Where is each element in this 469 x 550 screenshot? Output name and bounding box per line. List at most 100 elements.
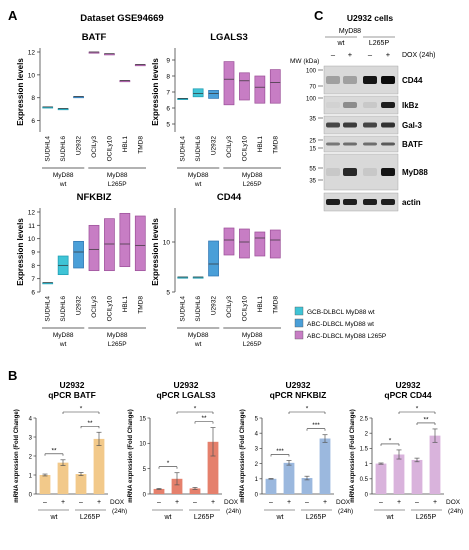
group-label-wt: wt — [194, 341, 202, 348]
dox-sign: – — [331, 50, 336, 59]
chart-title-line: U2932 — [59, 380, 84, 390]
y-tick-label: 2 — [255, 462, 259, 468]
chart-title-line: qPCR CD44 — [384, 390, 432, 400]
blot-title: U2932 cells — [347, 13, 394, 23]
mw-mark: 35 — [309, 179, 316, 185]
dox-sign: + — [433, 499, 437, 506]
box-hbl1 — [254, 231, 266, 257]
group-label-myd88: MyD88 — [107, 332, 128, 339]
group-label-myd88: MyD88 — [53, 332, 74, 339]
category-label: U2932 — [211, 136, 218, 156]
band-label: IkBz — [402, 101, 418, 110]
dox-label: DOX — [110, 499, 125, 506]
box-tmd8 — [269, 69, 281, 104]
category-label: HBL1 — [257, 136, 264, 153]
y-tick-label: 2.5 — [360, 416, 369, 422]
dox-sign: + — [323, 499, 327, 506]
dox-sign: + — [348, 50, 353, 59]
category-label: SUDHL6 — [60, 296, 67, 322]
blot-band — [326, 76, 340, 84]
y-tick-label: 0.5 — [360, 477, 369, 483]
y-tick-label: 5 — [166, 122, 170, 129]
panel-c-letter: C — [314, 8, 324, 23]
category-label: SUDHL4 — [180, 136, 187, 162]
blot-band — [343, 76, 357, 84]
box-sudhl6 — [192, 88, 204, 98]
blot-band — [343, 142, 357, 146]
category-label: SUDHL6 — [195, 136, 202, 162]
group-label-myd88: MyD88 — [242, 172, 263, 179]
box-ocily10 — [239, 228, 250, 259]
sig-label: * — [194, 406, 197, 413]
y-tick-label: 9 — [31, 250, 35, 257]
blot-band — [363, 168, 377, 176]
blot-band — [363, 102, 377, 108]
box-tmd8 — [134, 215, 146, 272]
bar — [39, 475, 51, 494]
category-label: U2932 — [76, 136, 83, 156]
category-label: OCILy3 — [226, 136, 233, 158]
category-label: OCILy10 — [241, 296, 248, 322]
group-label-myd88: MyD88 — [188, 332, 209, 339]
mw-mark: 55 — [309, 167, 316, 173]
y-tick-label: 2 — [29, 454, 33, 460]
y-tick-label: 3 — [29, 435, 33, 441]
dox-label: DOX — [336, 499, 351, 506]
blot-membrane — [323, 192, 399, 212]
dox-sign: + — [397, 499, 401, 506]
category-label: OCILy10 — [106, 136, 113, 162]
group-label-wt: wt — [59, 341, 67, 348]
sig-label: ** — [87, 420, 93, 427]
band-label: MyD88 — [402, 168, 428, 177]
bar — [393, 454, 405, 494]
blot-band — [381, 102, 395, 108]
group-label-wt: wt — [50, 514, 58, 521]
box-u2932 — [208, 240, 219, 277]
dox-sub-label: (24h) — [338, 508, 353, 515]
box-hbl1 — [119, 212, 131, 268]
myd88-label: MyD88 — [339, 28, 361, 35]
y-tick-label: 0 — [29, 492, 33, 498]
category-label: HBL1 — [257, 296, 264, 313]
blot-strip: MyD88 — [323, 153, 428, 191]
y-tick-label: 4 — [255, 432, 259, 438]
y-tick-label: 1 — [29, 473, 33, 479]
y-axis-label: mRNA expression (Fold Change) — [14, 409, 20, 502]
category-label: OCILy10 — [106, 296, 113, 322]
group-label-myd88: MyD88 — [242, 332, 263, 339]
y-tick-label: 0 — [143, 492, 147, 498]
dox-sub-label: (24h) — [448, 508, 463, 515]
group-label-wt: wt — [276, 514, 284, 521]
bar — [429, 435, 441, 494]
box-ocily3 — [88, 224, 100, 272]
blot-membrane — [323, 95, 399, 115]
y-tick-label: 6 — [31, 290, 35, 297]
sig-label: * — [167, 460, 170, 467]
y-tick-label: 6 — [31, 118, 35, 125]
sig-label: *** — [312, 422, 320, 429]
dox-sign: + — [175, 499, 179, 506]
y-tick-label: 8 — [166, 74, 170, 81]
dox-sign: + — [386, 50, 391, 59]
chart-title-line: qPCR LGALS3 — [156, 390, 215, 400]
blot-band — [326, 122, 340, 128]
dataset-title: Dataset GSE94669 — [80, 13, 163, 24]
category-label: U2932 — [76, 296, 83, 316]
dox-sign: – — [43, 499, 47, 506]
box-ocily3 — [223, 227, 235, 256]
band-label: actin — [402, 198, 421, 207]
category-label: OCILy10 — [241, 136, 248, 162]
sig-label: ** — [201, 415, 207, 422]
sig-label: * — [80, 406, 83, 413]
blot-band — [381, 76, 395, 84]
sig-label: ** — [51, 447, 57, 454]
y-axis-label: mRNA expression (Fold Change) — [128, 409, 134, 502]
y-tick-label: 11 — [28, 223, 35, 230]
y-tick-label: 0 — [365, 492, 369, 498]
group-label-l265p: L265P — [80, 514, 101, 521]
band-label: BATF — [402, 140, 423, 149]
